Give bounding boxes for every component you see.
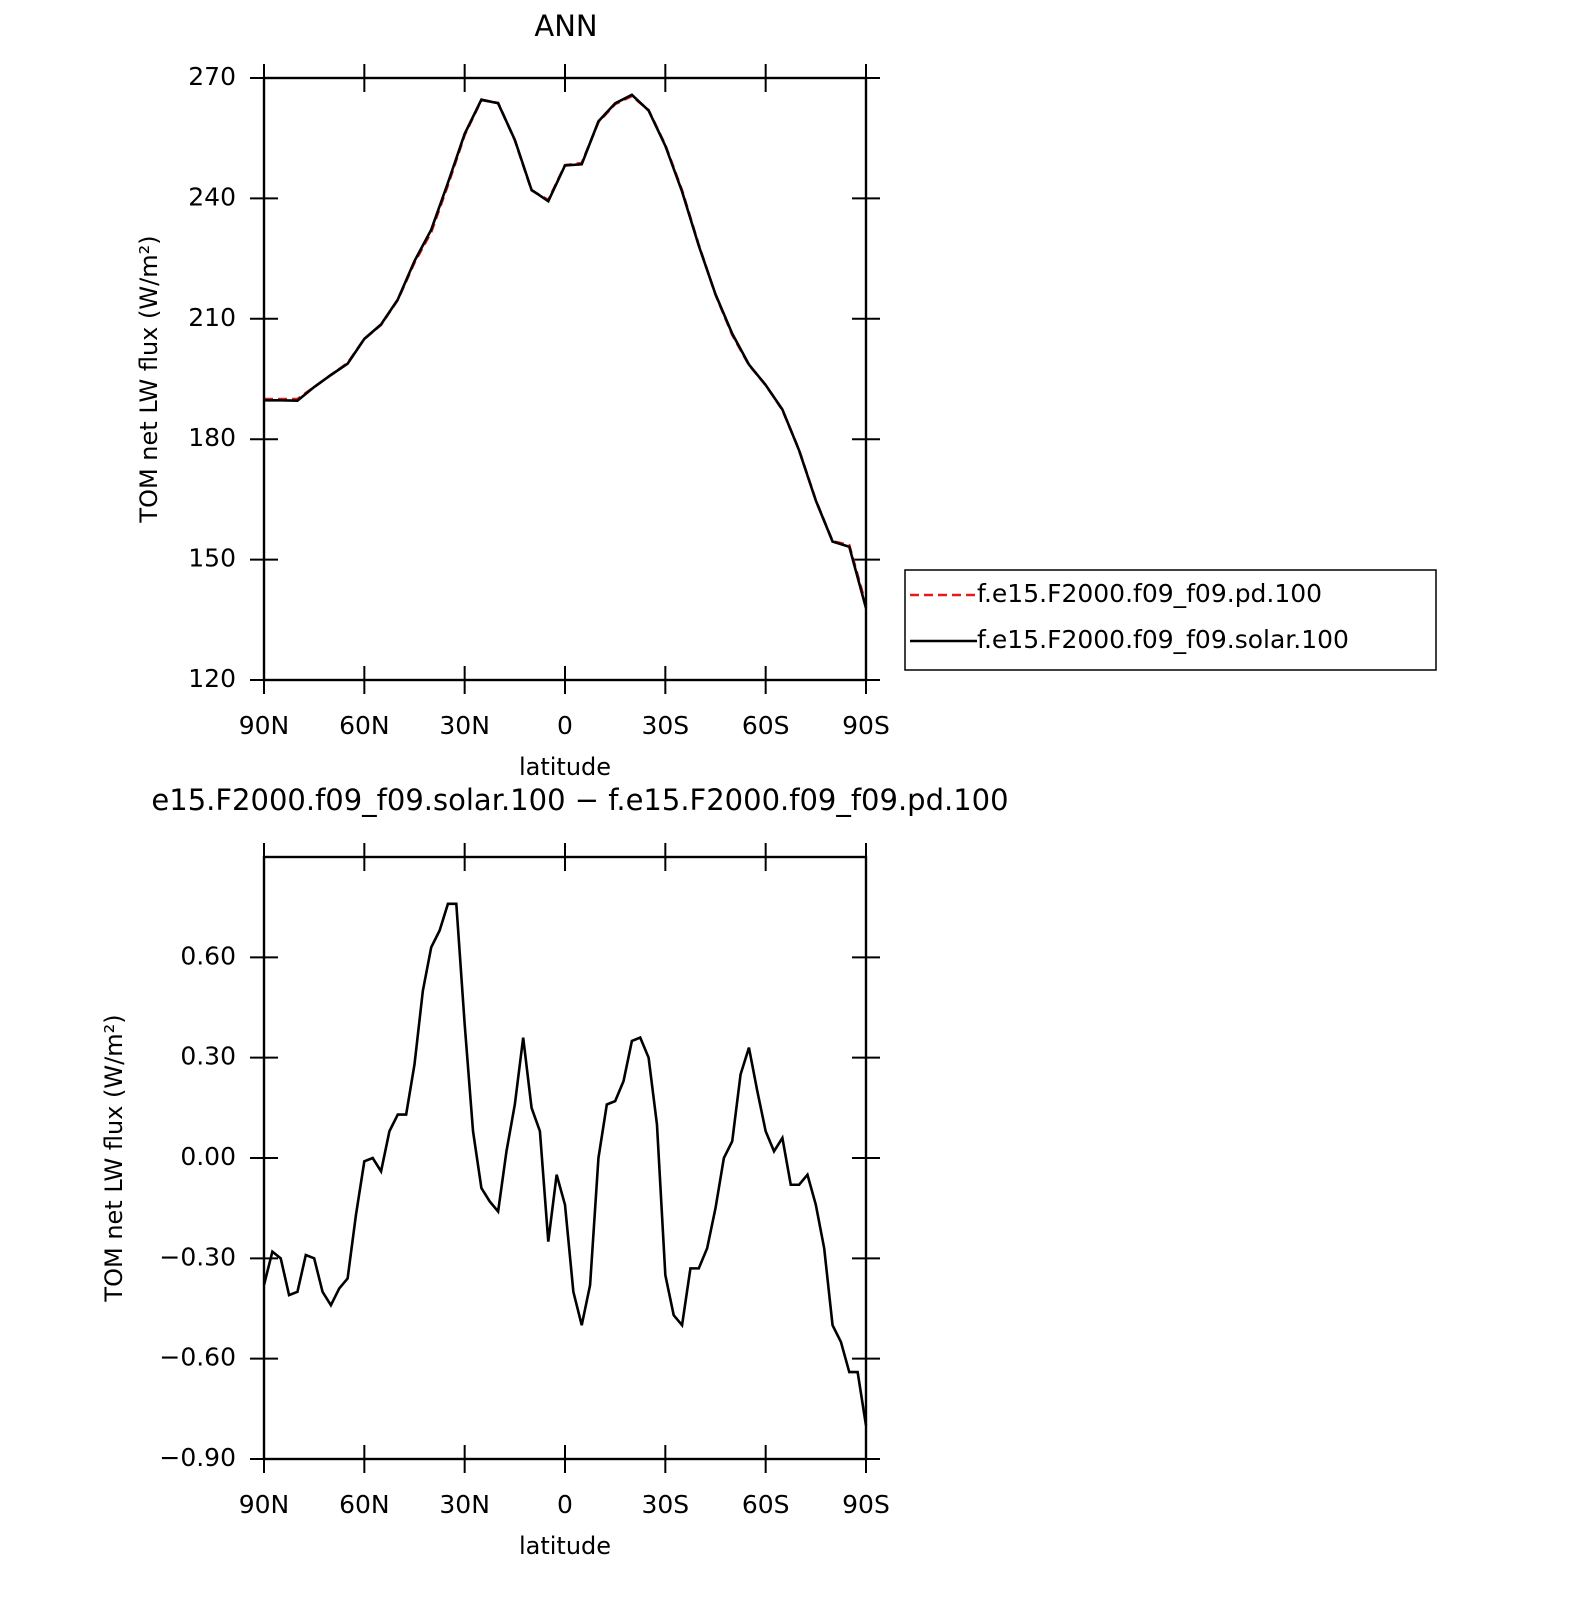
x-tick-label: 30S	[641, 711, 689, 740]
y-tick-label: 270	[188, 62, 236, 91]
x-tick-label: 60N	[339, 1490, 390, 1519]
data-line	[262, 902, 868, 1426]
y-tick-label: 180	[188, 423, 236, 452]
y-tick-label: 150	[188, 544, 236, 573]
legend-label: f.e15.F2000.f09_f09.solar.100	[977, 625, 1349, 654]
x-tick-label: 60N	[339, 711, 390, 740]
y-axis-label: TOM net LW flux (W/m²)	[100, 1014, 128, 1302]
x-tick-label: 30N	[439, 711, 490, 740]
legend-box	[904, 569, 1437, 671]
y-tick-label: −0.60	[159, 1343, 236, 1372]
data-line	[264, 93, 868, 609]
y-tick-label: 0.00	[180, 1142, 236, 1171]
x-tick-label: 30N	[439, 1490, 490, 1519]
x-tick-label: 60S	[742, 1490, 790, 1519]
x-tick-label: 90S	[842, 1490, 890, 1519]
chart-title: ANN	[534, 9, 597, 43]
y-tick-label: 120	[188, 664, 236, 693]
x-tick-label: 90N	[239, 711, 290, 740]
y-tick-label: −0.90	[159, 1443, 236, 1472]
x-tick-label: 60S	[742, 711, 790, 740]
x-tick-label: 0	[557, 711, 573, 740]
y-tick-label: 240	[188, 182, 236, 211]
data-line	[264, 94, 868, 606]
y-tick-label: 210	[188, 303, 236, 332]
chart-title: e15.F2000.f09_f09.solar.100 − f.e15.F200…	[151, 783, 1008, 817]
x-axis-label: latitude	[519, 753, 611, 781]
plot-frame	[262, 76, 868, 682]
x-tick-label: 0	[557, 1490, 573, 1519]
x-tick-label: 90S	[842, 711, 890, 740]
legend-label: f.e15.F2000.f09_f09.pd.100	[977, 579, 1322, 608]
x-axis-label: latitude	[519, 1532, 611, 1560]
y-tick-label: −0.30	[159, 1242, 236, 1271]
y-tick-label: 0.30	[180, 1042, 236, 1071]
x-tick-label: 90N	[239, 1490, 290, 1519]
legend: f.e15.F2000.f09_f09.pd.100 f.e15.F2000.f0…	[904, 569, 1437, 671]
y-tick-label: 0.60	[180, 941, 236, 970]
y-axis-label: TOM net LW flux (W/m²)	[135, 235, 163, 523]
x-tick-label: 30S	[641, 1490, 689, 1519]
plot-frame	[262, 855, 868, 1461]
